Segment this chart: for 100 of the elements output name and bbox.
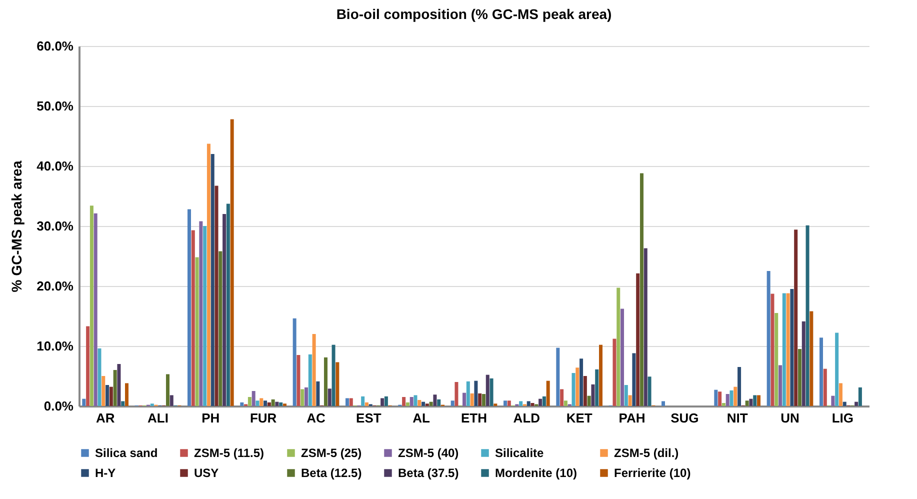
bar [433, 394, 437, 406]
bar [486, 374, 490, 406]
bar [507, 400, 511, 406]
bar [264, 400, 268, 406]
bar [324, 357, 328, 406]
bar [474, 380, 478, 406]
bar [572, 373, 576, 406]
bar [82, 398, 86, 406]
bar [587, 396, 591, 406]
x-tick-label: AR [96, 410, 116, 426]
bar [86, 326, 90, 406]
legend-label: ZSM-5 (40) [398, 446, 459, 460]
bar [644, 248, 648, 406]
bar [94, 213, 98, 406]
bar [410, 397, 414, 406]
bar [418, 400, 422, 406]
x-tick-label: ALI [148, 410, 168, 426]
bar [503, 400, 507, 406]
y-tick-label: 50.0% [36, 98, 74, 114]
bar [300, 389, 304, 406]
bar [292, 318, 296, 406]
bar [854, 402, 858, 406]
bar [406, 402, 410, 406]
bar [560, 389, 564, 406]
bar [794, 230, 798, 406]
bar [580, 358, 584, 406]
bar [364, 402, 368, 406]
bar [478, 393, 482, 406]
bar [90, 206, 94, 406]
x-tick-label: ALD [513, 410, 540, 426]
bar [191, 230, 195, 406]
bar [640, 173, 644, 406]
y-tick-label: 40.0% [36, 158, 74, 174]
bar [275, 402, 279, 406]
bar [632, 353, 636, 406]
y-tick-label: 20.0% [36, 278, 74, 294]
bar [778, 365, 782, 406]
bar [384, 396, 388, 406]
bar [279, 402, 283, 406]
bar [542, 396, 546, 406]
bar [380, 398, 384, 406]
bar [616, 288, 620, 406]
legend-label: ZSM-5 (dil.) [614, 446, 679, 460]
bar [823, 368, 827, 406]
legend-label: Beta (12.5) [301, 466, 362, 480]
legend-label: Mordenite (10) [495, 466, 578, 480]
bar [332, 344, 336, 406]
bar [842, 402, 846, 406]
bar [628, 395, 632, 406]
bar [530, 403, 534, 406]
bar [170, 395, 174, 406]
bar [187, 209, 191, 406]
bar [466, 381, 470, 406]
y-tick-label: 60.0% [36, 38, 74, 54]
bar [612, 338, 616, 406]
legend-label: Beta (37.5) [398, 466, 459, 480]
bar [113, 370, 117, 406]
bar [802, 321, 806, 406]
legend-label: H-Y [95, 466, 116, 480]
legend-label: USY [194, 466, 219, 480]
bar [519, 401, 523, 406]
bar [661, 401, 665, 406]
bar [819, 338, 823, 406]
bar [648, 376, 652, 406]
x-tick-label: AC [306, 410, 326, 426]
bar [726, 394, 730, 406]
bar [98, 348, 102, 406]
bar [454, 382, 458, 406]
bar [222, 214, 226, 406]
x-tick-label: PH [202, 410, 220, 426]
bar [546, 380, 550, 406]
chart-title: Bio-oil composition (% GC-MS peak area) [336, 6, 612, 22]
bar [831, 396, 835, 406]
bar [564, 400, 568, 406]
bar [595, 369, 599, 406]
bar [538, 398, 542, 406]
bar [591, 384, 595, 406]
bar [304, 387, 308, 406]
bar [738, 367, 742, 406]
bar [230, 119, 234, 406]
bar [718, 392, 722, 406]
bar [260, 398, 264, 406]
bar [798, 349, 802, 406]
bar [782, 293, 786, 406]
bar [470, 393, 474, 406]
bar [806, 225, 810, 406]
bar [734, 386, 738, 406]
bar [199, 221, 203, 406]
bar [361, 396, 365, 406]
bar [210, 154, 214, 406]
bar [835, 332, 839, 406]
bar [218, 251, 222, 406]
bar [749, 398, 753, 406]
bar [858, 387, 862, 406]
bar [624, 385, 628, 406]
bar [766, 271, 770, 406]
legend-label: Silicalite [495, 446, 544, 460]
x-tick-label: NIT [726, 410, 748, 426]
x-tick-label: KET [566, 410, 592, 426]
bar [810, 311, 814, 406]
